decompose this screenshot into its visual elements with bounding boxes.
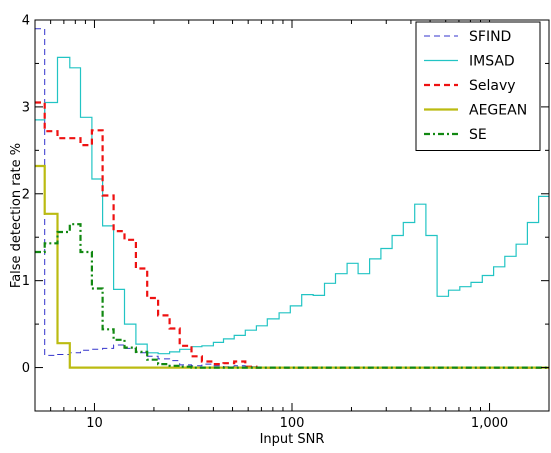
y-axis-label: False detection rate % (9, 143, 24, 288)
series-line-imsad (35, 56, 549, 355)
series-line-se (35, 223, 549, 369)
x-axis-label: Input SNR (260, 432, 325, 447)
tick-labels-layer: 10 100 1,000 0 1 2 3 4 (22, 14, 508, 432)
legend-box (415, 21, 541, 151)
y-tick-label: 0 (22, 361, 30, 376)
series-line-aegean (35, 164, 549, 369)
x-tick-label: 1,000 (471, 416, 508, 431)
series-layer (35, 28, 549, 369)
y-tick-label: 3 (22, 100, 30, 115)
legend-label-selavy: Selavy (469, 78, 516, 94)
y-tick-label: 4 (22, 14, 30, 29)
legend-label-sfind: SFIND (469, 29, 511, 45)
legend: SFIND IMSAD Selavy AEGEAN SE (415, 21, 541, 151)
legend-label-se: SE (469, 127, 487, 143)
series-line-selavy (35, 101, 549, 369)
y-tick-label: 2 (22, 187, 30, 202)
x-tick-label: 100 (280, 416, 305, 431)
x-tick-label: 10 (86, 416, 103, 431)
y-tick-label: 1 (22, 274, 30, 289)
legend-label-aegean: AEGEAN (469, 103, 527, 119)
series-line-sfind (35, 28, 549, 369)
legend-label-imsad: IMSAD (469, 54, 515, 70)
